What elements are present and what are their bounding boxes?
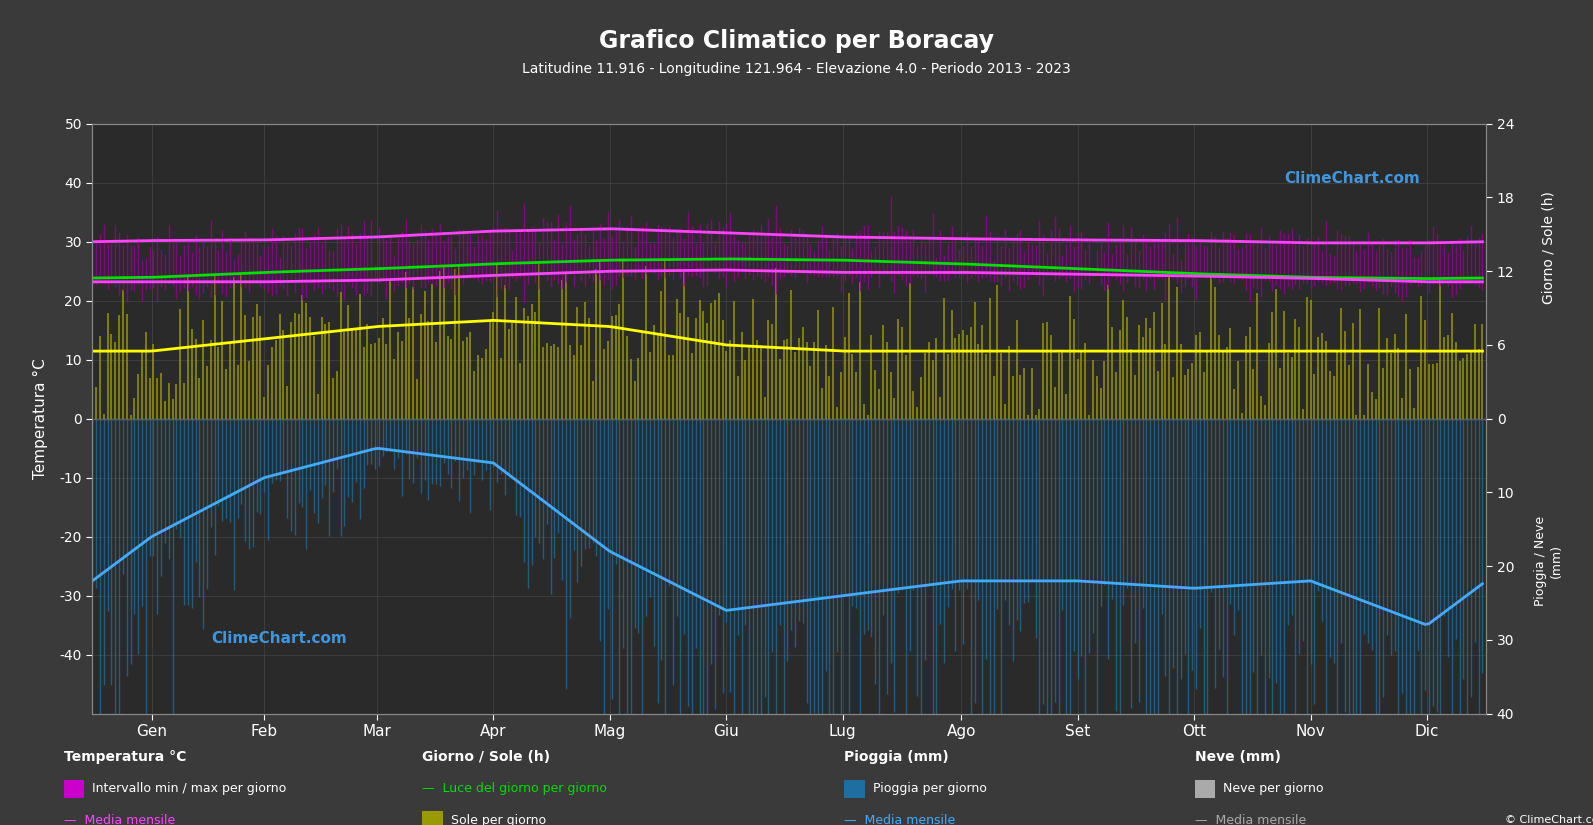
Text: Giorno / Sole (h): Giorno / Sole (h)	[1542, 191, 1555, 304]
Y-axis label: Temperatura °C: Temperatura °C	[33, 358, 48, 479]
Text: —  Luce del giorno per giorno: — Luce del giorno per giorno	[422, 782, 607, 795]
Text: Sole per giorno: Sole per giorno	[451, 813, 546, 825]
Text: Intervallo min / max per giorno: Intervallo min / max per giorno	[92, 782, 287, 795]
Text: Temperatura °C: Temperatura °C	[64, 751, 186, 764]
Text: Neve (mm): Neve (mm)	[1195, 751, 1281, 764]
Text: —  Media mensile: — Media mensile	[844, 813, 956, 825]
Text: Neve per giorno: Neve per giorno	[1223, 782, 1324, 795]
Text: Pioggia (mm): Pioggia (mm)	[844, 751, 949, 764]
Text: Giorno / Sole (h): Giorno / Sole (h)	[422, 751, 550, 764]
Text: ClimeChart.com: ClimeChart.com	[1284, 171, 1419, 186]
Text: —  Media mensile: — Media mensile	[64, 813, 175, 825]
Text: © ClimeChart.com: © ClimeChart.com	[1505, 815, 1593, 825]
Text: Grafico Climatico per Boracay: Grafico Climatico per Boracay	[599, 29, 994, 53]
Text: Pioggia / Neve
(mm): Pioggia / Neve (mm)	[1534, 516, 1563, 606]
Text: —  Media mensile: — Media mensile	[1195, 813, 1306, 825]
Text: ClimeChart.com: ClimeChart.com	[210, 631, 347, 646]
Text: Latitudine 11.916 - Longitudine 121.964 - Elevazione 4.0 - Periodo 2013 - 2023: Latitudine 11.916 - Longitudine 121.964 …	[523, 62, 1070, 76]
Text: Pioggia per giorno: Pioggia per giorno	[873, 782, 986, 795]
